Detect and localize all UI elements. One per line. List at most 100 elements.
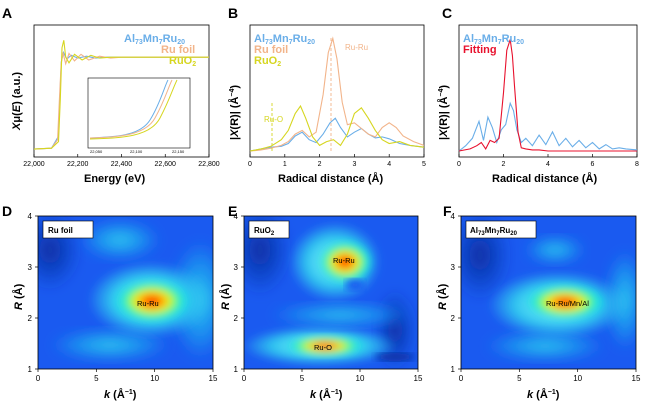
ticks-f: 0 5 10 15 1 2 3 4 (451, 212, 641, 383)
panel-f: F Al73Mn7Ru20 Ru-Ru/Mn/Al 0 5 10 15 1 2 3 4 k (… (436, 203, 641, 401)
heatmap-d (38, 216, 213, 369)
annotation-ru-ru-b: Ru-Ru (345, 43, 368, 52)
y-axis-label-d: R (Å) (12, 283, 25, 310)
y-axis-label-b: |X(R)| (Å−4) (228, 85, 241, 140)
legend-fitting-c: Fitting (463, 44, 497, 56)
panel-letter-a: A (2, 5, 12, 21)
ticks-e: 0 5 10 15 1 2 3 4 (234, 212, 423, 383)
map-label-box-f (465, 220, 537, 239)
x-tick-label-a-0: 22,000 (23, 161, 45, 168)
inset-line-oxide (89, 79, 178, 140)
x-axis-label-d: k (Å−1) (104, 388, 137, 401)
x-tick-label-d-1: 5 (94, 374, 99, 383)
x-axis-label-c: Radical distance (Å) (492, 172, 597, 185)
map-label-e: RuO2 (254, 226, 275, 237)
x-tick-label-b-3: 3 (352, 161, 356, 168)
y-tick-label-e-3: 4 (234, 212, 239, 221)
series-group-b (249, 36, 425, 152)
series-line-ruo2-a (33, 40, 209, 150)
x-tick-label-e-1: 5 (300, 374, 305, 383)
legend-alloy-a: Al73Mn7Ru20 (124, 33, 185, 46)
map-frame-e (243, 215, 419, 370)
map-label-f: Al73Mn7Ru20 (470, 226, 518, 237)
map-label-box-d (42, 220, 94, 239)
x-ticks-b: 0 1 2 3 4 5 (248, 154, 426, 168)
plot-frame-b (249, 24, 425, 158)
y-tick-label-d-0: 1 (28, 365, 33, 374)
y-axis-label-a: Xμ(E) (a.u.) (11, 72, 23, 131)
x-tick-label-d-3: 15 (209, 374, 218, 383)
inset-line-foil (89, 79, 173, 139)
x-tick-label-c-3: 6 (591, 161, 595, 168)
inset-tick-0: 22,050 (90, 149, 103, 154)
x-tick-label-d-2: 10 (150, 374, 159, 383)
x-tick-label-e-2: 10 (356, 374, 365, 383)
panel-letter-d: D (2, 203, 12, 219)
series-line-fitting-c (458, 39, 637, 152)
map-label-d: Ru foil (48, 226, 73, 235)
y-tick-label-f-1: 2 (451, 314, 456, 323)
legend-foil-b: Ru foil (254, 44, 288, 56)
peak-label-ru-ru-mn-al-f: Ru-Ru/Mn/Al (546, 299, 589, 308)
x-tick-label-a-2: 22,400 (111, 161, 133, 168)
y-axis-label-f: R (Å) (436, 283, 449, 310)
y-tick-label-d-1: 2 (28, 314, 33, 323)
inset-tick-2: 22,150 (172, 149, 185, 154)
x-tick-label-f-0: 0 (459, 374, 464, 383)
peak-label-ru-ru-e: Ru-Ru (333, 256, 355, 265)
panel-letter-e: E (228, 203, 237, 219)
legend-alloy-b: Al73Mn7Ru20 (254, 33, 315, 46)
y-tick-label-e-2: 3 (234, 263, 239, 272)
x-tick-label-a-1: 22,200 (67, 161, 89, 168)
panel-b: B Ru-O Ru-Ru 0 1 2 3 4 5 Radical distance (Å)… (228, 5, 426, 185)
legend-alloy-c: Al73Mn7Ru20 (463, 33, 524, 46)
peak-label-ru-ru-d: Ru-Ru (137, 299, 159, 308)
x-tick-label-f-2: 10 (573, 374, 582, 383)
series-line-ruo2-b (249, 104, 425, 152)
x-ticks-c: 0 2 4 6 8 (457, 154, 639, 168)
map-label-box-e (248, 220, 290, 239)
x-tick-label-c-1: 2 (502, 161, 506, 168)
y-tick-label-d-3: 4 (28, 212, 33, 221)
y-tick-label-f-3: 4 (451, 212, 456, 221)
x-tick-label-f-3: 15 (632, 374, 641, 383)
y-axis-label-e: R (Å) (219, 283, 232, 310)
inset-series-a (89, 79, 178, 140)
panel-letter-b: B (228, 5, 238, 21)
map-frame-d (37, 215, 214, 370)
y-tick-label-d-2: 3 (28, 263, 33, 272)
x-tick-label-c-4: 8 (635, 161, 639, 168)
x-tick-label-b-0: 0 (248, 161, 252, 168)
x-axis-label-b: Radical distance (Å) (278, 172, 383, 185)
series-line-al73mn7ru20-c (458, 101, 638, 152)
series-line-ru-foil-b (249, 36, 425, 152)
x-tick-label-f-1: 5 (517, 374, 522, 383)
panel-a: A 22,050 22,100 22,150 22,000 22,200 22,40… (2, 5, 220, 185)
series-group-a (33, 40, 209, 150)
x-tick-label-b-4: 4 (387, 161, 391, 168)
panel-letter-f: F (443, 203, 452, 219)
y-tick-label-f-0: 1 (451, 365, 456, 374)
x-tick-label-a-4: 22,800 (198, 161, 220, 168)
x-tick-label-e-3: 15 (414, 374, 423, 383)
series-group-c (458, 39, 638, 152)
legend-foil-a: Ru foil (161, 44, 195, 56)
y-axis-label-c: |X(R)| (Å−4) (437, 85, 450, 140)
inset-tick-1: 22,100 (130, 149, 143, 154)
series-line-al73mn7ru20-b (249, 117, 425, 152)
panel-c: C 0 2 4 6 8 Radical distance (Å) |X(R)| (Å−4… (437, 5, 639, 185)
x-tick-label-b-1: 1 (283, 161, 287, 168)
map-frame-f (460, 215, 637, 370)
x-tick-label-b-5: 5 (422, 161, 426, 168)
heatmap-f (461, 216, 636, 369)
x-axis-label-a: Energy (eV) (84, 173, 145, 185)
y-tick-label-e-0: 1 (234, 365, 239, 374)
x-axis-label-e: k (Å−1) (310, 388, 343, 401)
x-tick-label-d-0: 0 (36, 374, 41, 383)
legend-oxide-b: RuO2 (254, 55, 281, 68)
x-tick-label-c-2: 4 (546, 161, 550, 168)
panel-d: D Ru foil Ru-Ru 0 5 10 15 1 2 3 4 k (Å−1) R (Å) (2, 203, 218, 401)
legend-oxide-a: RuO2 (169, 55, 196, 68)
y-tick-label-f-2: 3 (451, 263, 456, 272)
